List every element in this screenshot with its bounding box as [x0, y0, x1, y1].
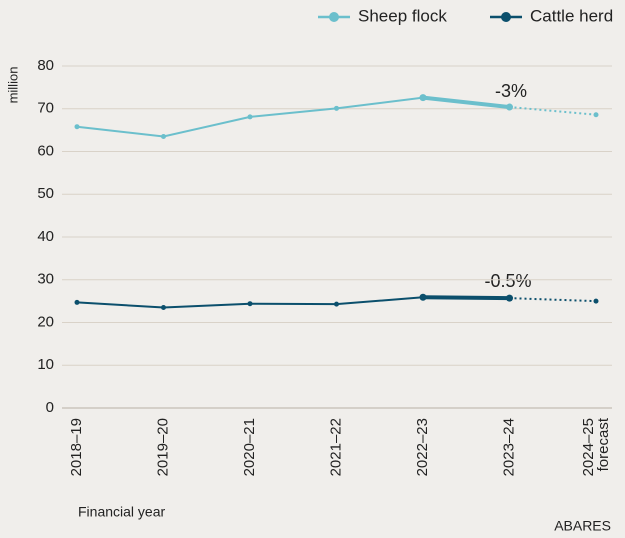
- y-tick-label: 20: [37, 313, 54, 330]
- x-tick-label: 2023–24: [500, 418, 517, 476]
- point: [247, 301, 253, 307]
- x-tick-label: 2022–23: [414, 418, 431, 476]
- point: [161, 305, 166, 311]
- y-tick-label: 40: [37, 228, 54, 245]
- point: [334, 301, 339, 307]
- point: [161, 134, 166, 140]
- y-tick-label: 0: [46, 399, 54, 416]
- y-axis-label: million: [5, 67, 20, 104]
- y-tick-label: 80: [37, 57, 54, 74]
- annotation: -3%: [495, 81, 527, 101]
- point: [74, 299, 80, 305]
- highlight-segment: [422, 295, 510, 301]
- legend-label: Sheep flock: [358, 6, 447, 25]
- point: [506, 294, 513, 302]
- point: [74, 124, 80, 130]
- point: [419, 293, 427, 301]
- x-tick-label: 2020–21: [241, 418, 258, 476]
- point: [419, 94, 427, 102]
- y-tick-label: 60: [37, 142, 54, 159]
- legend-marker: [329, 12, 339, 22]
- y-tick-label: 30: [37, 271, 54, 288]
- x-tick-label: 2021–22: [327, 418, 344, 476]
- y-tick-label: 10: [37, 356, 54, 373]
- annotation: -0.5%: [484, 271, 531, 291]
- x-tick-label: 2019–20: [154, 418, 171, 476]
- source: ABARES: [554, 518, 611, 534]
- legend-label: Cattle herd: [530, 6, 613, 25]
- point: [593, 112, 599, 118]
- x-axis-label: Financial year: [78, 504, 165, 520]
- point: [247, 114, 253, 120]
- point: [506, 103, 513, 111]
- point: [593, 298, 599, 304]
- point: [334, 105, 339, 111]
- highlight-segment: [422, 95, 510, 110]
- y-tick-label: 70: [37, 100, 54, 117]
- x-tick-label: 2018–19: [68, 418, 85, 476]
- x-tick-label: 2024–25forecast: [580, 417, 612, 476]
- legend-marker: [501, 12, 511, 22]
- y-tick-label: 50: [37, 185, 54, 202]
